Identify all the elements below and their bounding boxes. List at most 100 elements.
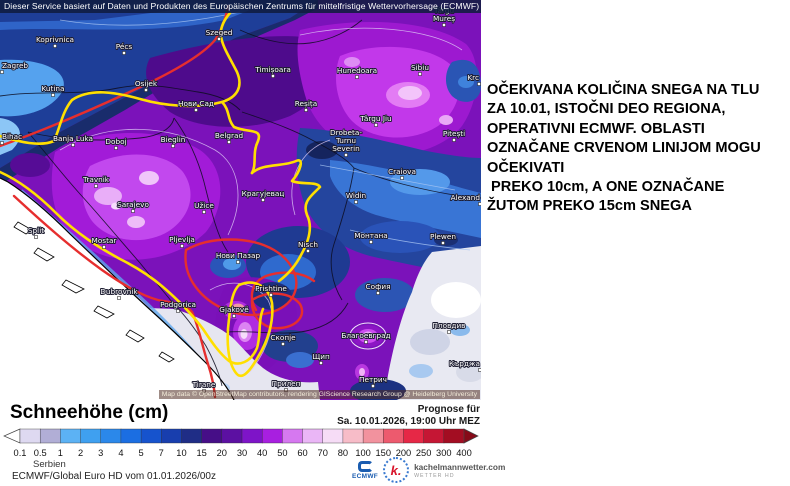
city-marker — [478, 368, 481, 372]
city-marker — [477, 82, 481, 86]
legend-tick-label: 50 — [277, 448, 287, 458]
legend-color-segment — [322, 428, 344, 444]
annotation-line: ŽUTOM PREKO 15cm SNEGA — [487, 198, 692, 215]
annotation-line: OČEKIVATI — [487, 159, 565, 176]
city-label: Krc — [467, 73, 479, 82]
city-label: Нови Сад — [178, 99, 214, 108]
city-marker — [71, 143, 75, 147]
legend-tick-label: 5 — [139, 448, 144, 458]
city-label: Craiova — [388, 167, 416, 176]
city-label: Osijek — [135, 79, 158, 88]
city-marker — [122, 51, 126, 55]
city-marker — [304, 108, 308, 112]
city-marker — [94, 184, 98, 188]
region-label: Serbien — [33, 459, 66, 470]
city-label: Reșița — [295, 99, 317, 109]
legend-arrow — [3, 428, 21, 444]
city-marker — [180, 244, 184, 248]
legend-color-segment — [362, 428, 384, 444]
legend-title: Schneehöhe (cm) — [10, 402, 169, 423]
prognose-label: Prognose für Sa. 10.01.2026, 19:00 Uhr M… — [310, 404, 480, 427]
legend-tick-label: 300 — [436, 448, 452, 458]
forecast-annotation: OČEKIVANA KOLIČINA SNEGA NA TLU ZA 10.01,… — [487, 81, 787, 217]
city-label: Alexand — [451, 193, 480, 202]
service-banner: Dieser Service basiert auf Daten und Pro… — [0, 0, 481, 13]
branding: ECMWF k. kachelmannwetter.com WETTER HD — [352, 455, 505, 485]
legend-tick-label: 20 — [217, 448, 227, 458]
city-label: Нови Пазар — [216, 251, 261, 260]
legend-tick-label: 40 — [257, 448, 267, 458]
legend-tick-label: 1 — [58, 448, 63, 458]
annotation-line: OZNAČANE CRVENOM LINIJOM MOGU — [487, 140, 761, 157]
map-region-romania-bright — [297, 21, 481, 155]
city-label: Prishtine — [255, 284, 287, 293]
city-marker — [117, 296, 121, 300]
city-label: Крагујевац — [242, 189, 285, 198]
legend-color-segment — [342, 428, 364, 444]
light-contours — [59, 11, 471, 373]
legend-tick-label: 7 — [159, 448, 164, 458]
legend-tick-label: 80 — [338, 448, 348, 458]
city-marker — [202, 210, 206, 214]
ecmwf-logo: ECMWF — [352, 460, 379, 480]
city-label: Sibiu — [411, 63, 429, 72]
city-marker — [374, 123, 378, 127]
city-marker — [271, 74, 275, 78]
city-label: Монтана — [354, 231, 388, 240]
city-marker — [269, 293, 273, 297]
city-label: Nisch — [298, 240, 318, 249]
city-marker — [232, 314, 236, 318]
city-marker — [418, 72, 422, 76]
city-label: Split — [28, 226, 44, 235]
ecmwf-logo-icon — [357, 460, 373, 472]
city-marker — [171, 144, 175, 148]
city-marker — [452, 138, 456, 142]
city-label: Pljevlja — [169, 235, 195, 244]
legend-tick-label: 15 — [196, 448, 206, 458]
map-region-adriatic — [0, 177, 320, 400]
city-label: Gjakovë — [219, 305, 249, 314]
city-marker — [354, 200, 358, 204]
city-marker — [369, 240, 373, 244]
annotation-line: PREKO 10cm, A ONE OZNAČANE — [487, 179, 725, 196]
city-marker — [144, 88, 148, 92]
prognose-line2: Sa. 10.01.2026, 19:00 Uhr MEZ — [337, 415, 480, 427]
brand-subtitle: WETTER HD — [414, 472, 455, 479]
city-labels: Koprivnica Zagreb Pécs Szeged Timișoara Huned… — [0, 5, 481, 393]
legend-tick-label: 400 — [456, 448, 472, 458]
city-label: Pécs — [116, 42, 133, 51]
city-marker — [0, 70, 4, 74]
city-label: Кърджа — [449, 359, 480, 368]
legend-color-segment — [181, 428, 203, 444]
legend-color-segment — [39, 428, 61, 444]
city-marker — [447, 330, 451, 334]
city-marker — [236, 260, 240, 264]
city-label: Drobeta-Turnu Severin — [330, 128, 362, 153]
model-run-label: ECMWF/Global Euro HD vom 01.01.2026/00z — [12, 471, 216, 482]
legend-color-segment — [302, 428, 324, 444]
city-label: Dubrovnik — [100, 287, 138, 296]
city-label: Tirane — [192, 380, 216, 389]
legend-color-segment — [201, 428, 223, 444]
city-label: Пловдив — [432, 321, 465, 330]
annotation-line: ZA 10.01, ISTOČNI DEO REGIONA, — [487, 101, 726, 118]
city-marker — [319, 361, 323, 365]
map-region-northwest-blue — [0, 0, 318, 185]
city-label: Doboj — [105, 137, 126, 146]
legend-color-segment — [403, 428, 425, 444]
city-label: Banja Luka — [53, 134, 93, 143]
legend-color-segment — [60, 428, 82, 444]
ecmwf-logo-label: ECMWF — [352, 472, 379, 480]
city-marker — [51, 93, 55, 97]
city-marker — [176, 309, 180, 313]
legend-tick-label: 250 — [416, 448, 432, 458]
city-label: Podgorica — [160, 300, 196, 309]
legend-tick-label: 3 — [98, 448, 103, 458]
city-marker — [364, 340, 368, 344]
city-label: Timișoara — [254, 65, 291, 74]
city-label: Mostar — [92, 236, 117, 245]
city-marker — [355, 75, 359, 79]
city-label: Hunedoara — [337, 66, 377, 75]
legend-tick-label: 150 — [376, 448, 392, 458]
city-label: Скопје — [270, 333, 296, 342]
